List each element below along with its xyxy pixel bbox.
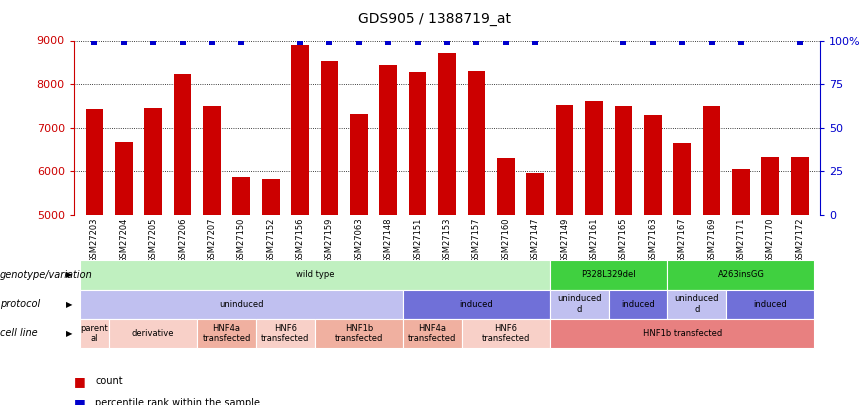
Bar — [556, 105, 574, 215]
Bar — [732, 168, 750, 215]
Text: ■: ■ — [74, 375, 86, 388]
Text: HNF6
transfected: HNF6 transfected — [482, 324, 530, 343]
Bar — [409, 72, 426, 215]
Text: percentile rank within the sample: percentile rank within the sample — [95, 399, 260, 405]
Text: induced: induced — [753, 300, 787, 309]
Bar — [526, 173, 544, 215]
Bar — [761, 157, 779, 215]
Text: GDS905 / 1388719_at: GDS905 / 1388719_at — [358, 12, 510, 26]
Text: ▶: ▶ — [66, 300, 72, 309]
Text: genotype/variation: genotype/variation — [0, 270, 93, 280]
Bar — [615, 106, 632, 215]
Text: cell line: cell line — [0, 328, 37, 338]
Text: HNF1b
transfected: HNF1b transfected — [335, 324, 383, 343]
Text: protocol: protocol — [0, 299, 40, 309]
Bar — [585, 102, 602, 215]
Text: HNF1b transfected: HNF1b transfected — [642, 329, 722, 338]
Text: parent
al: parent al — [81, 324, 108, 343]
Bar — [115, 141, 133, 215]
Bar — [144, 108, 162, 215]
Bar — [468, 71, 485, 215]
Bar — [438, 53, 456, 215]
Text: count: count — [95, 376, 123, 386]
Bar — [174, 74, 191, 215]
Bar — [703, 106, 720, 215]
Bar — [262, 179, 279, 215]
Bar — [497, 158, 515, 215]
Bar — [644, 115, 661, 215]
Text: ■: ■ — [74, 397, 86, 405]
Text: P328L329del: P328L329del — [582, 271, 636, 279]
Bar — [233, 177, 250, 215]
Text: uninduced: uninduced — [219, 300, 264, 309]
Bar — [292, 45, 309, 215]
Text: ▶: ▶ — [66, 271, 72, 279]
Text: A263insGG: A263insGG — [718, 271, 765, 279]
Text: HNF4a
transfected: HNF4a transfected — [408, 324, 457, 343]
Bar — [674, 143, 691, 215]
Text: uninduced
d: uninduced d — [674, 294, 719, 314]
Bar — [791, 157, 808, 215]
Text: HNF6
transfected: HNF6 transfected — [261, 324, 310, 343]
Text: induced: induced — [621, 300, 655, 309]
Bar — [320, 61, 339, 215]
Text: wild type: wild type — [295, 271, 334, 279]
Bar — [203, 106, 220, 215]
Text: ▶: ▶ — [66, 329, 72, 338]
Bar — [379, 65, 397, 215]
Text: uninduced
d: uninduced d — [557, 294, 602, 314]
Text: induced: induced — [459, 300, 493, 309]
Text: derivative: derivative — [132, 329, 174, 338]
Text: HNF4a
transfected: HNF4a transfected — [202, 324, 251, 343]
Bar — [350, 114, 368, 215]
Bar — [86, 109, 103, 215]
